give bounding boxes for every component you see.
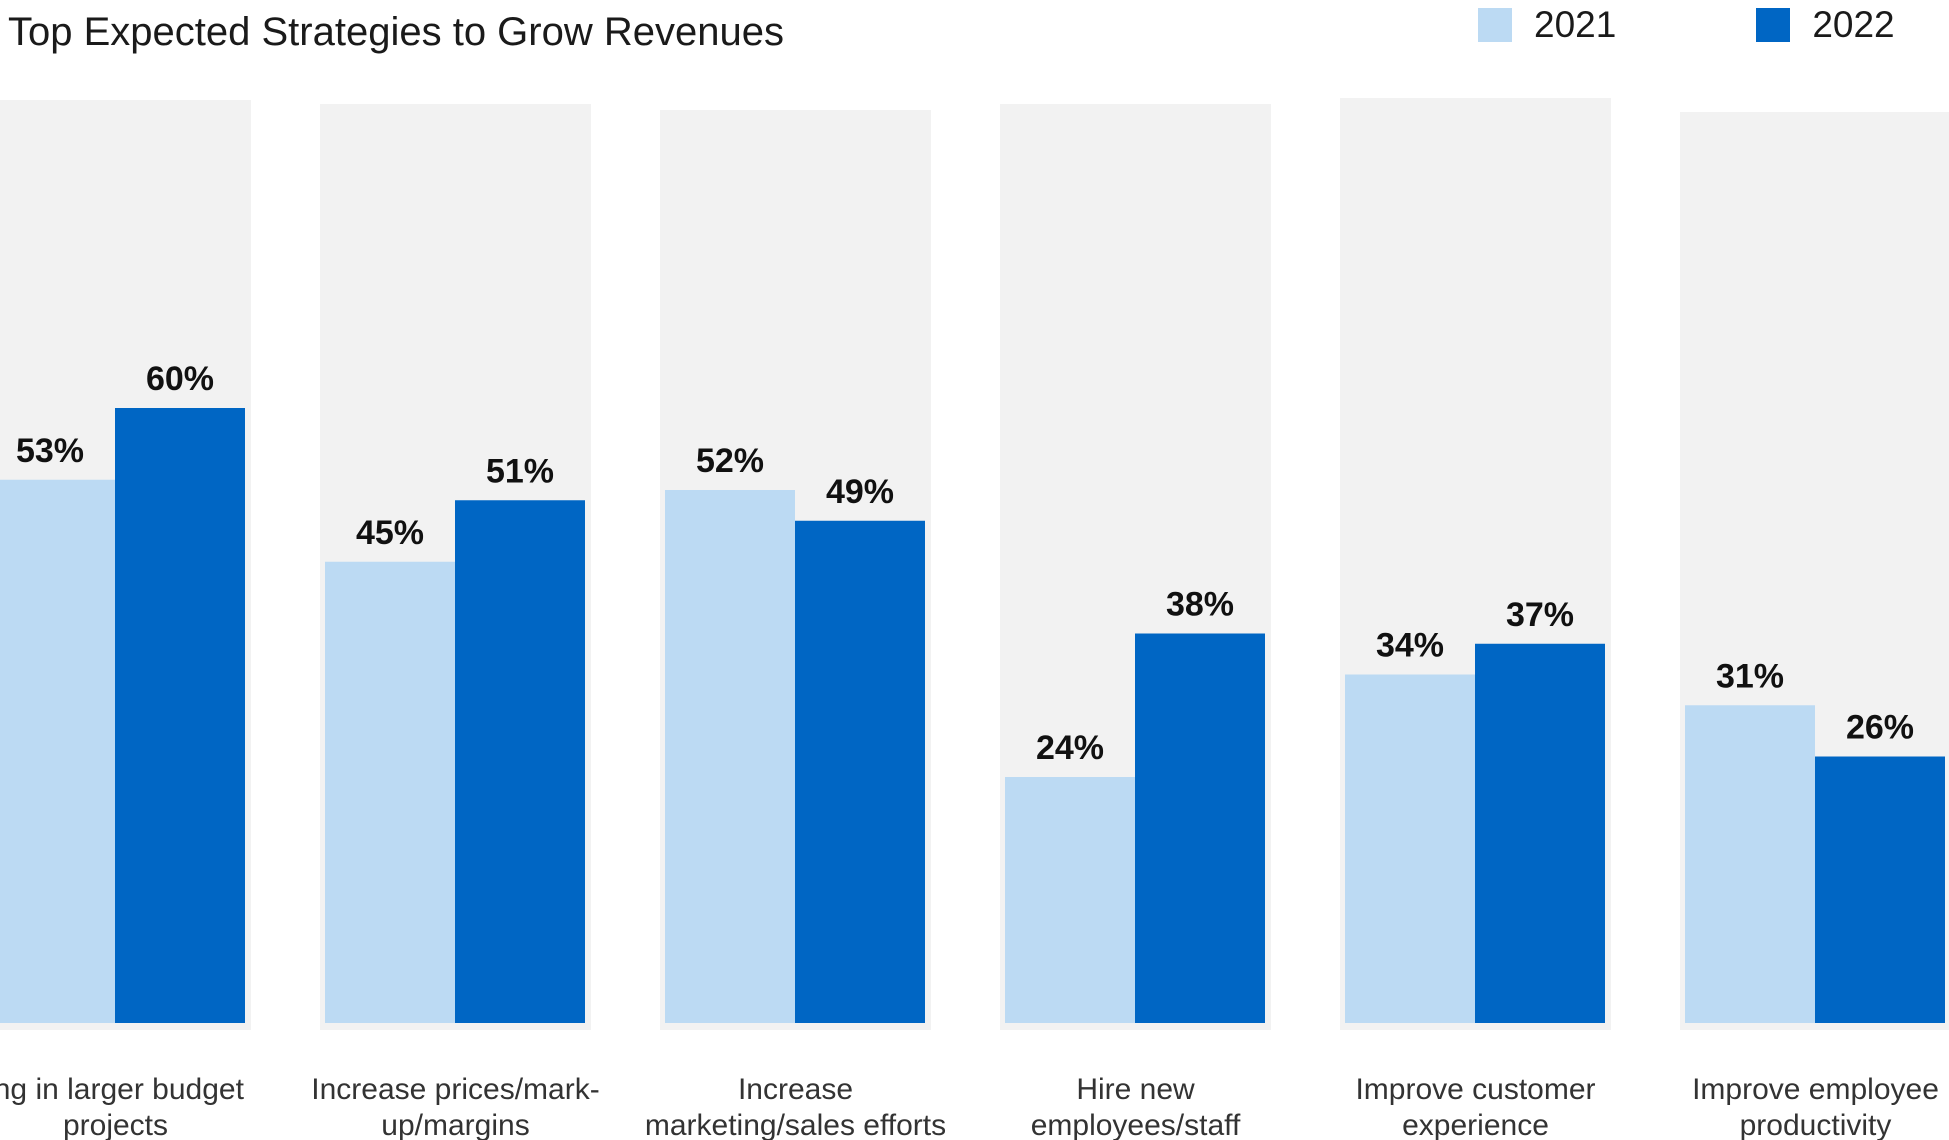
data-label: 24% — [1036, 729, 1104, 767]
data-label: 38% — [1166, 586, 1234, 624]
bar-2022 — [795, 520, 925, 1023]
category-label: ing in larger budget — [0, 1073, 245, 1106]
data-label: 53% — [16, 432, 84, 470]
category-label: Hire new — [1076, 1073, 1195, 1106]
category-label: employees/staff — [1031, 1109, 1241, 1140]
data-label: 26% — [1846, 709, 1914, 747]
category-label: Improve employee — [1692, 1073, 1939, 1106]
legend-label-2022: 2022 — [1812, 4, 1895, 45]
category-label: productivity — [1740, 1109, 1892, 1140]
legend-swatch-2021 — [1478, 8, 1512, 42]
legend-label-2021: 2021 — [1534, 4, 1617, 45]
bar-2021 — [665, 490, 795, 1023]
category-label: Increase — [738, 1073, 853, 1106]
data-label: 45% — [356, 514, 424, 552]
legend-item-2022: 2022 — [1756, 4, 1895, 46]
category-label: up/margins — [381, 1109, 529, 1140]
bar-2022 — [1475, 643, 1605, 1023]
category-label: marketing/sales efforts — [645, 1109, 946, 1140]
bar-2021 — [1005, 777, 1135, 1023]
legend-item-2021: 2021 — [1478, 4, 1616, 46]
data-label: 34% — [1376, 627, 1444, 665]
bar-2021 — [1345, 674, 1475, 1023]
data-label: 52% — [696, 442, 764, 480]
category-label: projects — [63, 1109, 168, 1140]
legend-swatch-2022 — [1756, 8, 1791, 42]
bar-2022 — [115, 408, 245, 1023]
bar-2021 — [325, 561, 455, 1023]
bar-2022 — [1135, 633, 1265, 1023]
bar-2021 — [1685, 705, 1815, 1023]
data-label: 51% — [486, 452, 554, 490]
bar-2022 — [455, 500, 585, 1023]
data-label: 49% — [826, 473, 894, 511]
bar-2021 — [0, 479, 115, 1023]
data-label: 60% — [146, 360, 214, 398]
category-label: Improve customer — [1355, 1073, 1595, 1106]
category-label: experience — [1402, 1109, 1549, 1140]
category-group: 45% 51% Increase prices/mark-up/margins — [311, 104, 600, 1140]
data-label: 37% — [1506, 596, 1574, 634]
data-label: 31% — [1716, 657, 1784, 695]
bar-2022 — [1815, 756, 1945, 1023]
chart-title: Top Expected Strategies to Grow Revenues — [8, 10, 784, 54]
category-label: Increase prices/mark- — [311, 1073, 599, 1106]
legend: 2021 2022 — [1478, 4, 1949, 46]
